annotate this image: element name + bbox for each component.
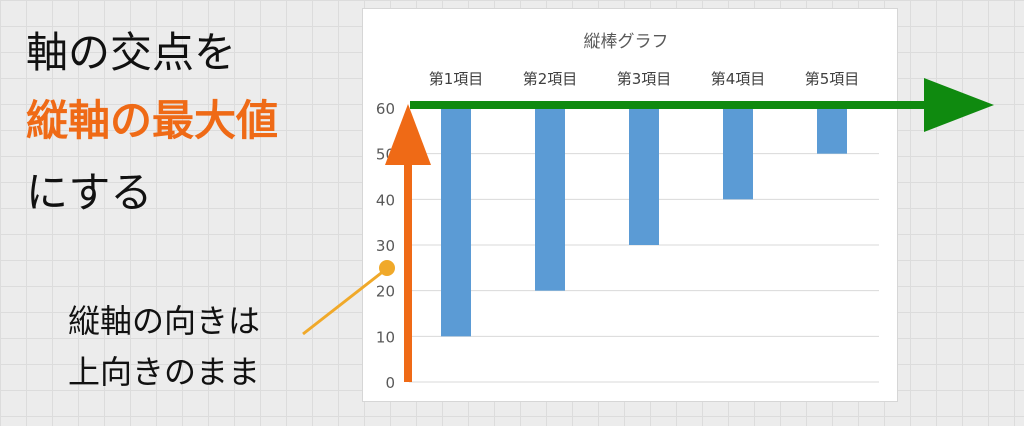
heading-line-3: にする <box>26 168 153 217</box>
bar-1 <box>441 108 471 337</box>
category-label-4: 第4項目 <box>711 70 766 88</box>
category-label-1: 第1項目 <box>429 70 484 88</box>
chart-title: 縦棒グラフ <box>584 32 669 52</box>
horizontal-axis-arrow-head <box>924 78 994 132</box>
y-tick-label: 20 <box>376 283 395 301</box>
bar-3 <box>629 108 659 245</box>
category-label-2: 第2項目 <box>523 70 578 88</box>
chart-panel: 縦棒グラフ 0 10 20 30 40 50 60 第1項目 第2項目 第3項目 第4項目 第5項目 <box>362 8 898 402</box>
pointer-line <box>302 268 386 336</box>
category-label-5: 第5項目 <box>805 70 860 88</box>
heading-line-2-highlight: 縦軸の最大値 <box>26 96 279 145</box>
pointer-dot <box>379 260 395 276</box>
annotation-line-1: 縦軸の向きは <box>68 302 261 340</box>
bars <box>441 108 847 337</box>
bar-2 <box>535 108 565 291</box>
y-tick-label: 0 <box>385 374 395 392</box>
heading-line-1: 軸の交点を <box>26 28 237 77</box>
y-tick-label: 40 <box>376 191 395 209</box>
annotation-line-2: 上向きのまま <box>68 353 261 391</box>
bar-4 <box>723 108 753 200</box>
category-label-3: 第3項目 <box>617 70 672 88</box>
bar-5 <box>817 108 847 154</box>
category-labels: 第1項目 第2項目 第3項目 第4項目 第5項目 <box>429 70 860 88</box>
vertical-axis-arrow-head <box>385 104 431 165</box>
y-tick-label: 10 <box>376 328 395 346</box>
y-tick-label: 60 <box>376 100 395 118</box>
y-tick-label: 30 <box>376 237 395 255</box>
